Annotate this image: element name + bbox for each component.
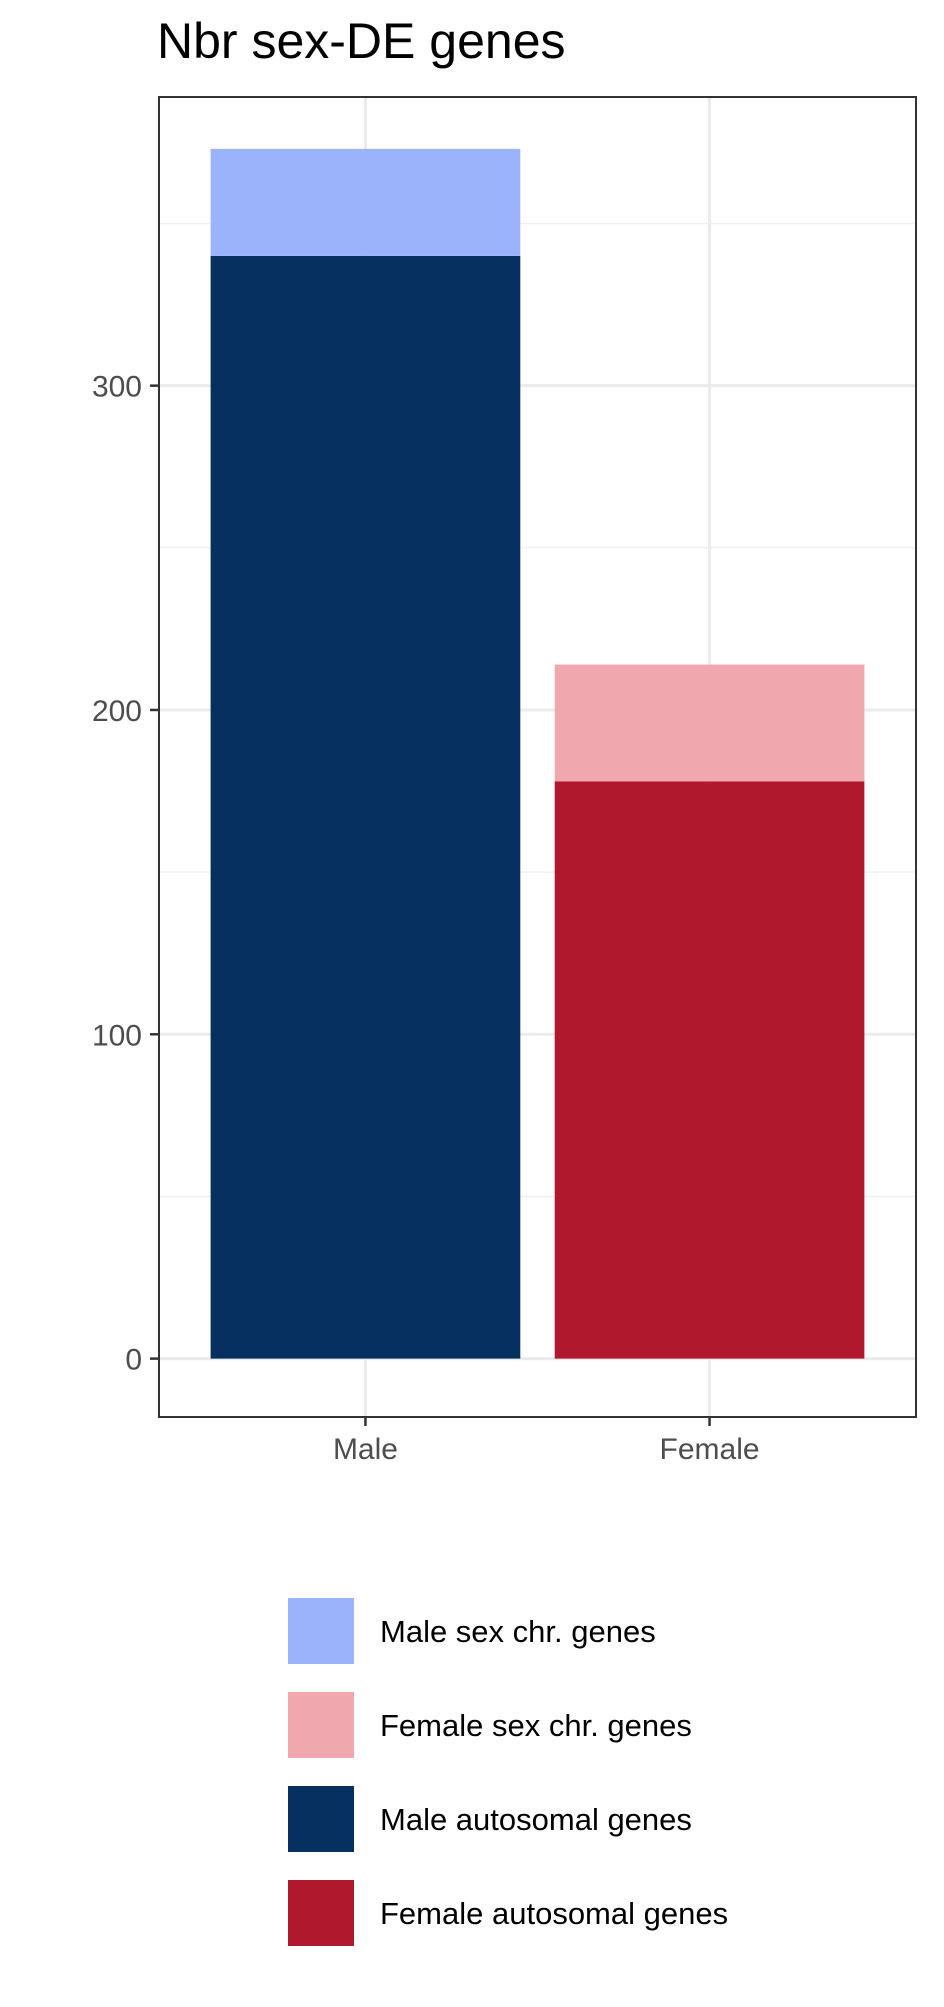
bar-male-sex-chr-genes [210, 148, 521, 256]
legend-key-male-autosomal-genes [288, 1786, 354, 1852]
chart-title: Nbr sex-DE genes [157, 13, 566, 69]
bar-female-autosomal-genes [554, 781, 865, 1359]
bar-female-sex-chr-genes [554, 664, 865, 782]
y-tick-label: 300 [92, 371, 142, 404]
axes: 0 100 200 300 Male Female [92, 371, 760, 1466]
x-tick-label: Female [660, 1433, 760, 1466]
legend: Male sex chr. genes Female sex chr. genes… [288, 1598, 728, 1946]
plot-panel-border [158, 96, 917, 1418]
legend-key-female-sex-chr-genes [288, 1692, 354, 1758]
legend-key-male-sex-chr-genes [288, 1598, 354, 1664]
legend-label-male-sex-chr-genes: Male sex chr. genes [380, 1614, 656, 1649]
y-tick-label: 100 [92, 1019, 142, 1052]
x-tick-label: Male [333, 1433, 398, 1466]
legend-label-female-sex-chr-genes: Female sex chr. genes [380, 1708, 692, 1743]
legend-label-female-autosomal-genes: Female autosomal genes [380, 1896, 728, 1931]
legend-label-male-autosomal-genes: Male autosomal genes [380, 1802, 692, 1837]
y-tick-label: 200 [92, 695, 142, 728]
legend-key-female-autosomal-genes [288, 1880, 354, 1946]
bars [210, 148, 865, 1359]
bar-male-autosomal-genes [210, 255, 521, 1359]
y-tick-label: 0 [125, 1344, 142, 1377]
